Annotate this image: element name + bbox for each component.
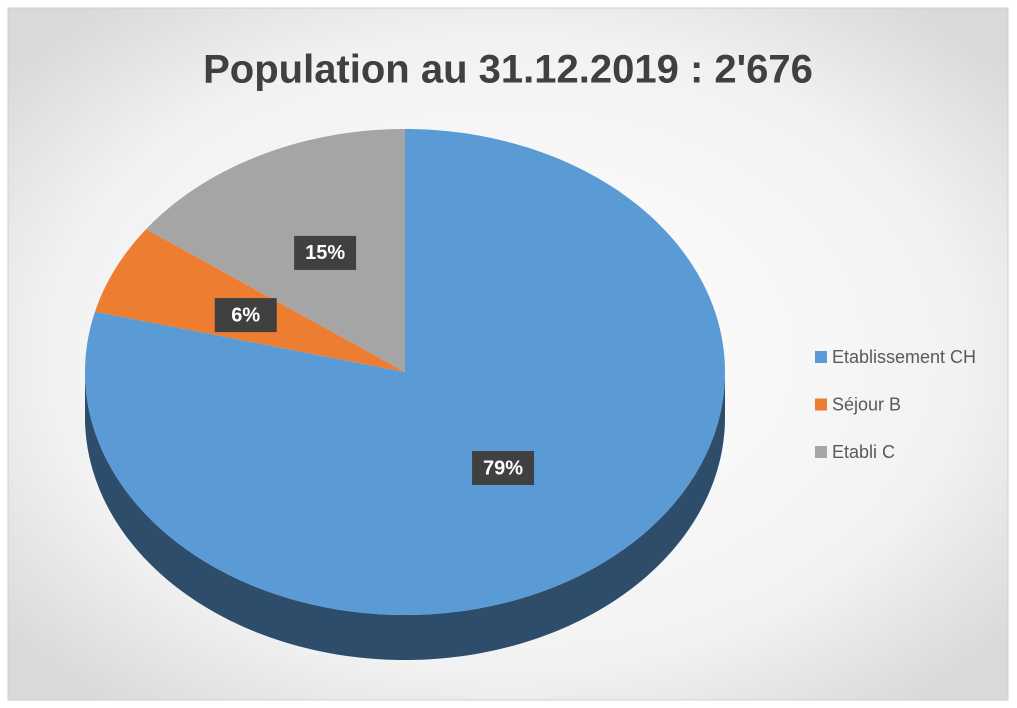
slice-side-shade [85, 372, 725, 660]
slice [85, 129, 725, 615]
slice [146, 129, 405, 372]
data-label-box [472, 451, 535, 486]
data-label-box [294, 235, 357, 270]
legend-label: Etabli C [832, 442, 895, 462]
data-label-box [214, 298, 277, 333]
data-label: 6% [231, 304, 260, 326]
chart-title: Population au 31.12.2019 : 2'676 [203, 48, 813, 92]
legend-swatch [815, 398, 827, 411]
legend-swatch [815, 351, 827, 363]
data-label: 79% [483, 457, 523, 479]
data-label: 15% [305, 242, 345, 264]
legend-label: Etablissement CH [832, 347, 976, 367]
legend-label: Séjour B [832, 394, 901, 414]
legend-swatch [815, 446, 827, 458]
